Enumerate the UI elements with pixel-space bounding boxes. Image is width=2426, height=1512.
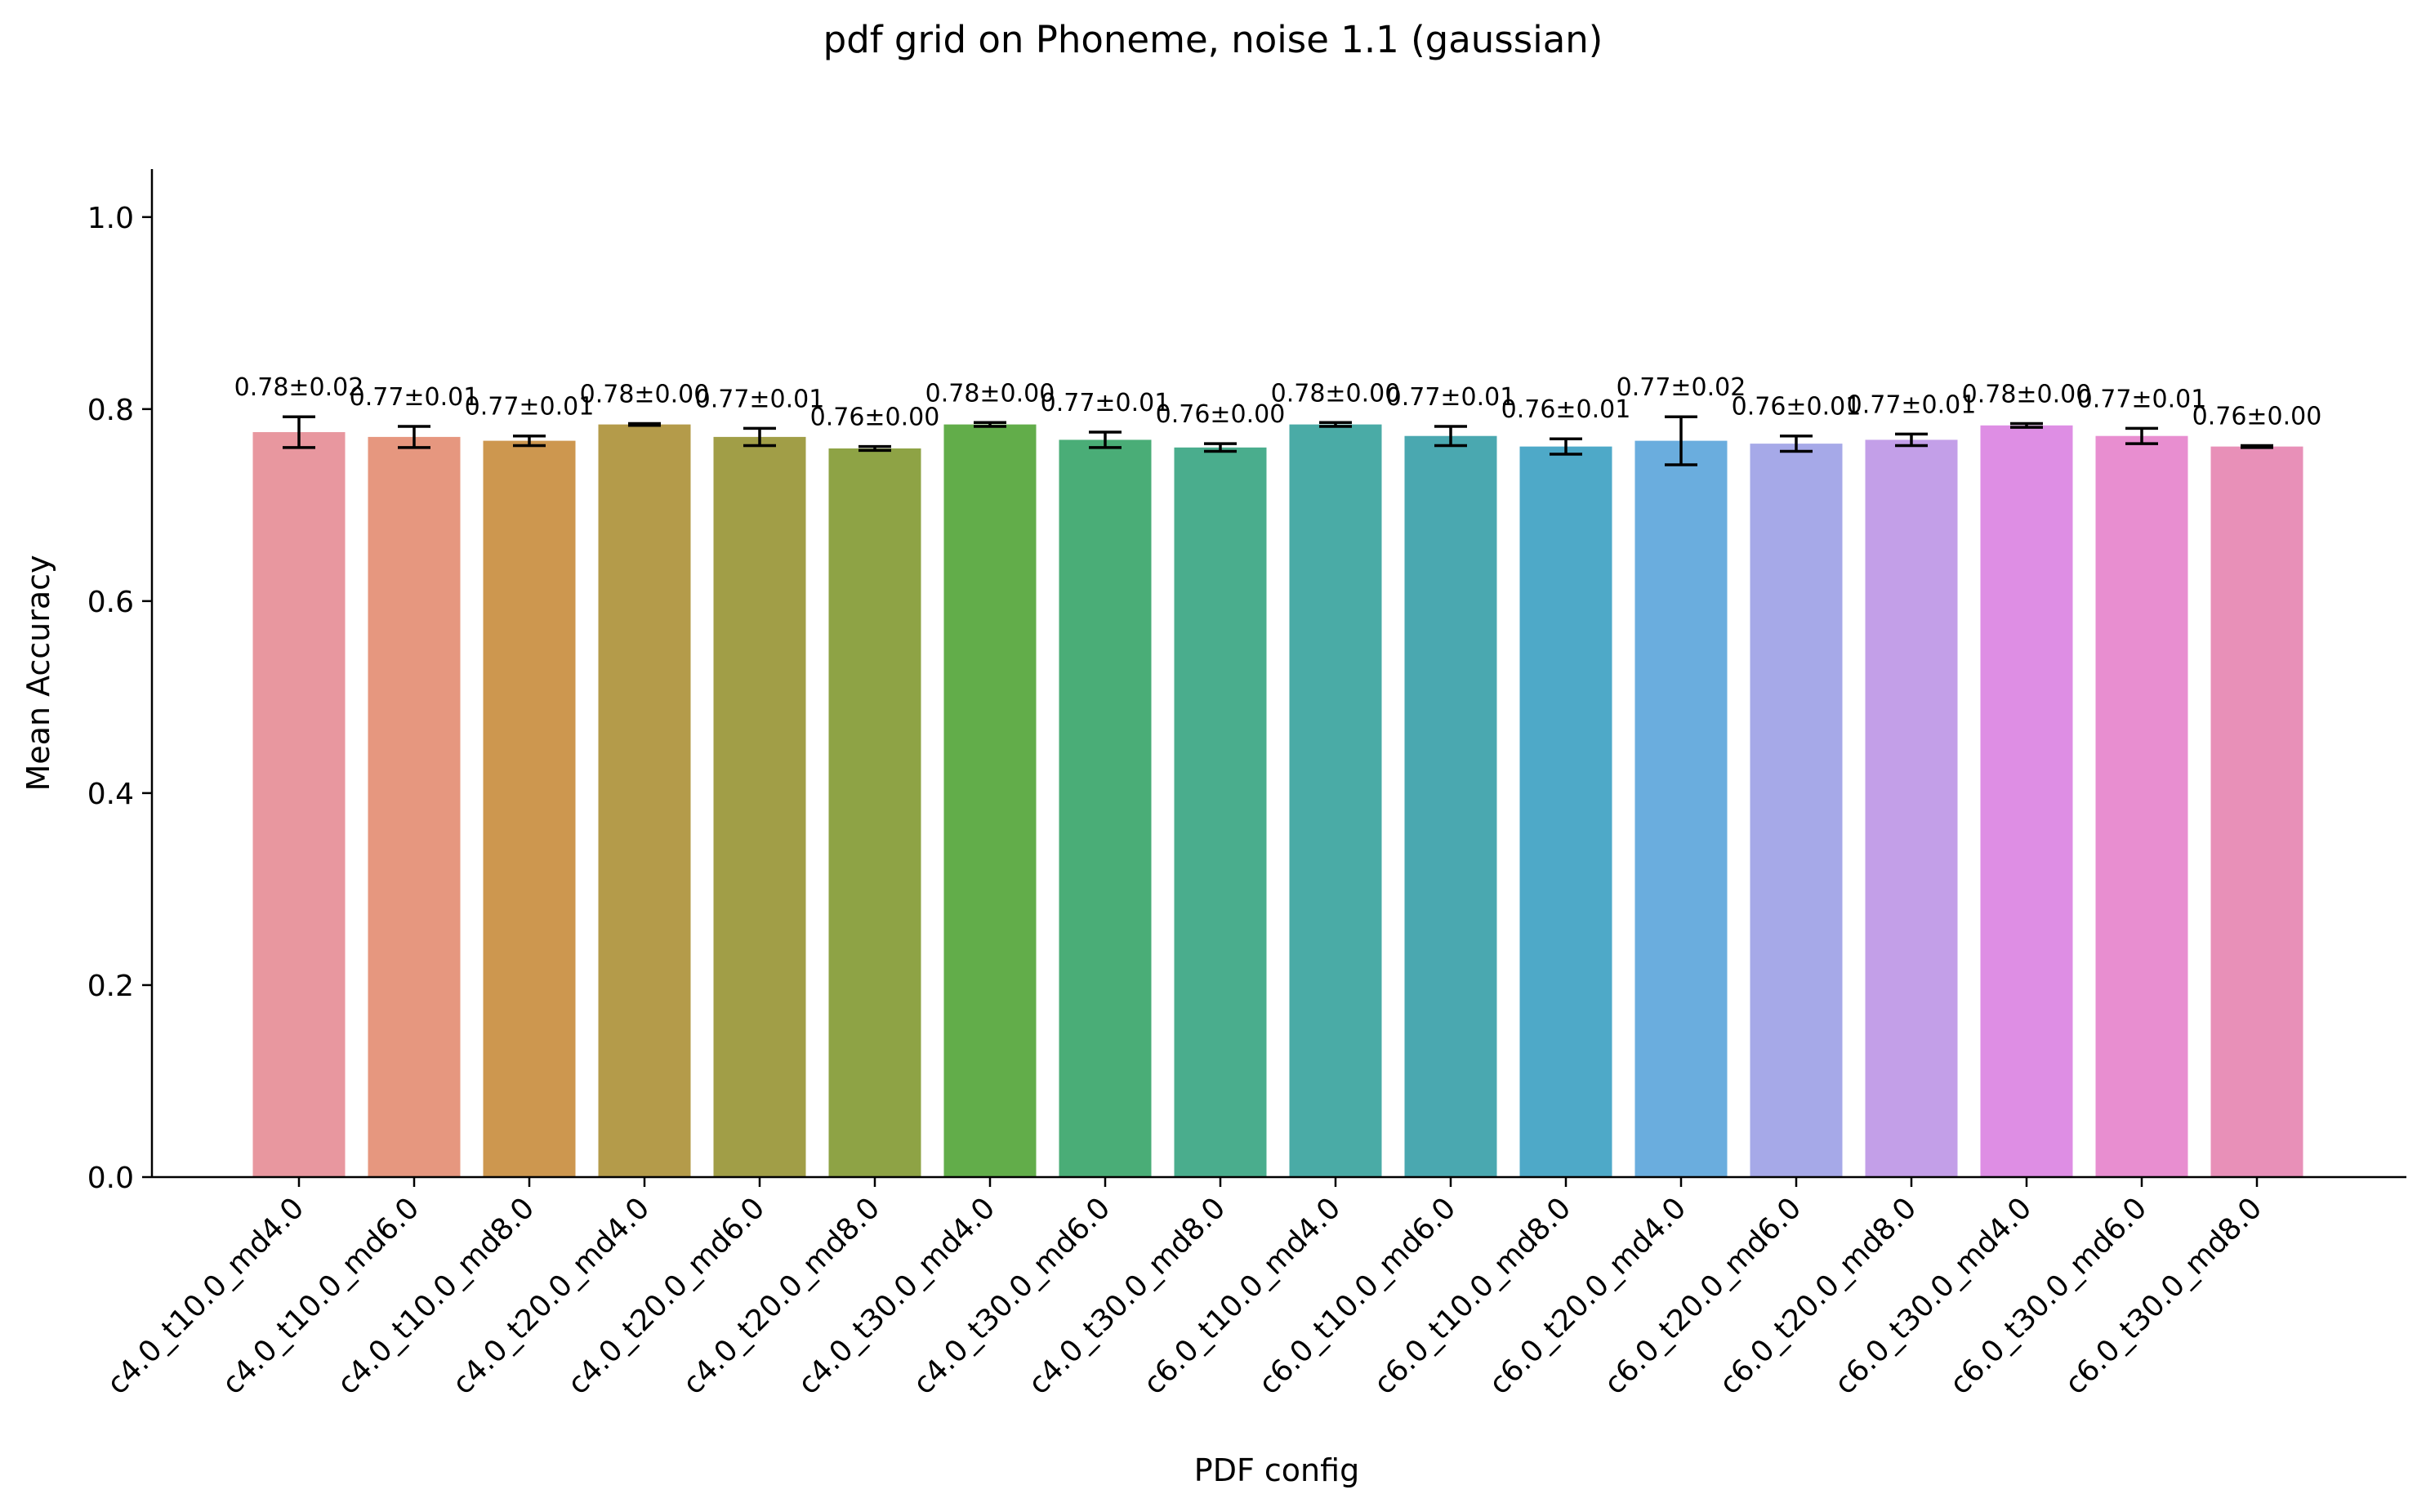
bar [2095, 435, 2188, 1177]
data-label: 0.76±0.00 [2192, 402, 2322, 430]
data-label: 0.78±0.00 [580, 380, 710, 408]
bar [713, 436, 806, 1177]
bar [943, 424, 1037, 1177]
data-label: 0.78±0.02 [234, 373, 364, 402]
error-bar [858, 444, 891, 453]
x-tick-label: c4.0_t20.0_md6.0 [561, 1191, 771, 1401]
error-bar [1089, 430, 1122, 449]
bar [1750, 444, 1843, 1177]
x-tick-label: c4.0_t30.0_md4.0 [792, 1191, 1001, 1401]
bar [1519, 446, 1612, 1177]
bar [1980, 425, 2073, 1177]
y-tick-label: 0.8 [87, 394, 134, 427]
data-label: 0.78±0.00 [1962, 380, 2092, 408]
x-tick-label: c6.0_t20.0_md8.0 [1713, 1191, 1923, 1401]
bar [1289, 424, 1382, 1177]
chart-title: pdf grid on Phoneme, noise 1.1 (gaussian… [823, 18, 1603, 61]
error-bar [398, 425, 430, 449]
x-tick-label: c6.0_t30.0_md8.0 [2058, 1191, 2268, 1401]
bar [1865, 439, 1958, 1177]
y-tick-label: 0.4 [87, 778, 134, 811]
data-label: 0.78±0.00 [1271, 379, 1401, 408]
bar [2210, 446, 2303, 1177]
error-bar [2010, 421, 2043, 429]
bar [483, 440, 576, 1177]
data-label: 0.76±0.01 [1501, 395, 1631, 424]
data-label: 0.77±0.01 [695, 385, 825, 413]
x-tick-label: c6.0_t10.0_md4.0 [1137, 1191, 1347, 1401]
error-bar [1434, 425, 1467, 448]
x-tick-label: c6.0_t20.0_md4.0 [1483, 1191, 1692, 1401]
y-tick-label: 0.0 [87, 1162, 134, 1195]
data-label: 0.77±0.01 [1041, 389, 1171, 417]
y-axis-ticks: 0.0 0.2 0.4 0.6 0.8 1.0 [87, 202, 152, 1195]
bar [1174, 447, 1267, 1177]
x-tick-label: c4.0_t20.0_md8.0 [676, 1191, 886, 1401]
data-label: 0.76±0.01 [1732, 393, 1862, 421]
error-bar [974, 421, 1006, 428]
x-tick-label: c6.0_t30.0_md4.0 [1828, 1191, 2038, 1401]
x-tick-label: c4.0_t30.0_md6.0 [907, 1191, 1117, 1401]
x-tick-label: c6.0_t30.0_md6.0 [1943, 1191, 2153, 1401]
data-label: 0.76±0.00 [1156, 400, 1286, 429]
data-label: 0.77±0.01 [1847, 390, 1977, 419]
x-tick-label: c6.0_t10.0_md8.0 [1367, 1191, 1577, 1401]
data-label: 0.77±0.01 [1386, 383, 1516, 412]
data-label: 0.77±0.01 [350, 383, 479, 412]
x-tick-label: c4.0_t20.0_md4.0 [446, 1191, 656, 1401]
error-bar [1895, 432, 1928, 448]
data-label: 0.77±0.02 [1617, 373, 1746, 402]
y-tick-label: 0.6 [87, 586, 134, 619]
error-bar [1665, 415, 1697, 466]
error-bar [628, 421, 661, 427]
bar [252, 432, 346, 1177]
y-axis-label: Mean Accuracy [20, 555, 56, 791]
x-tick-label: c4.0_t10.0_md8.0 [331, 1191, 541, 1401]
x-tick-label: c4.0_t30.0_md8.0 [1022, 1191, 1232, 1401]
data-label: 0.78±0.00 [925, 379, 1055, 408]
error-bar [1319, 421, 1352, 428]
bar [598, 424, 691, 1177]
x-tick-label: c4.0_t10.0_md4.0 [100, 1191, 310, 1401]
x-tick-label: c6.0_t10.0_md6.0 [1252, 1191, 1462, 1401]
x-tick-label: c6.0_t20.0_md6.0 [1598, 1191, 1808, 1401]
bar [828, 448, 921, 1177]
error-bar [2125, 426, 2158, 445]
y-tick-label: 1.0 [87, 202, 134, 235]
error-bar [2241, 444, 2273, 449]
error-bar [1780, 434, 1813, 453]
error-bar [1204, 442, 1237, 453]
error-bar [1550, 437, 1582, 456]
data-label: 0.77±0.01 [2077, 385, 2207, 413]
x-tick-label: c4.0_t10.0_md6.0 [216, 1191, 426, 1401]
error-bar [283, 415, 315, 449]
bar [1404, 435, 1497, 1177]
error-bar [743, 426, 776, 448]
bar [1634, 440, 1728, 1177]
x-axis-ticks: c4.0_t10.0_md4.0c4.0_t10.0_md6.0c4.0_t10… [100, 1177, 2268, 1401]
y-tick-label: 0.2 [87, 970, 134, 1003]
data-label: 0.76±0.00 [810, 404, 940, 432]
data-label: 0.77±0.01 [465, 393, 595, 421]
bar [368, 436, 461, 1177]
bar [1059, 439, 1152, 1177]
error-bar [513, 434, 546, 448]
plot-area: 0.78±0.020.77±0.010.77±0.010.78±0.000.77… [234, 373, 2322, 1177]
x-axis-label: PDF config [1194, 1452, 1359, 1488]
